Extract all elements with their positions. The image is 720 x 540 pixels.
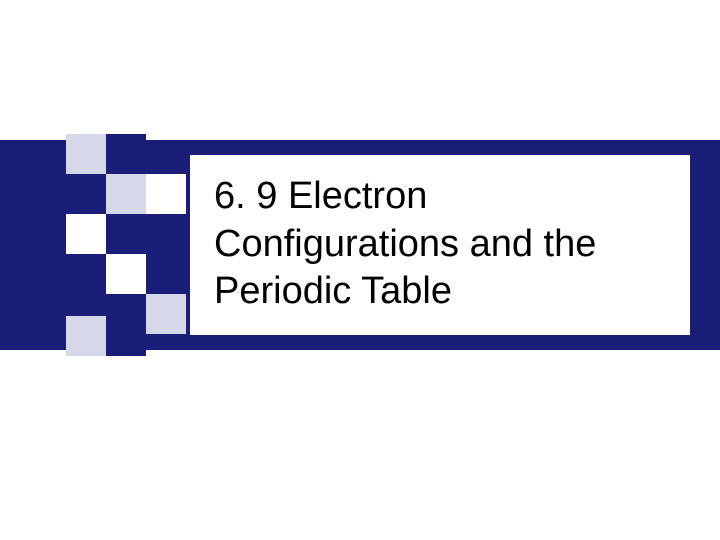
decorative-square <box>66 316 106 356</box>
slide: 6. 9 Electron Configurations and the Per… <box>0 0 720 540</box>
decorative-square <box>66 134 106 174</box>
decorative-square <box>146 174 186 214</box>
title-box: 6. 9 Electron Configurations and the Per… <box>190 155 690 335</box>
decorative-square <box>106 254 146 294</box>
slide-title: 6. 9 Electron Configurations and the Per… <box>214 173 666 316</box>
decorative-square <box>106 316 146 356</box>
decorative-square <box>106 134 146 174</box>
decorative-square <box>106 174 146 214</box>
decorative-square <box>66 214 106 254</box>
decorative-square <box>146 294 186 334</box>
